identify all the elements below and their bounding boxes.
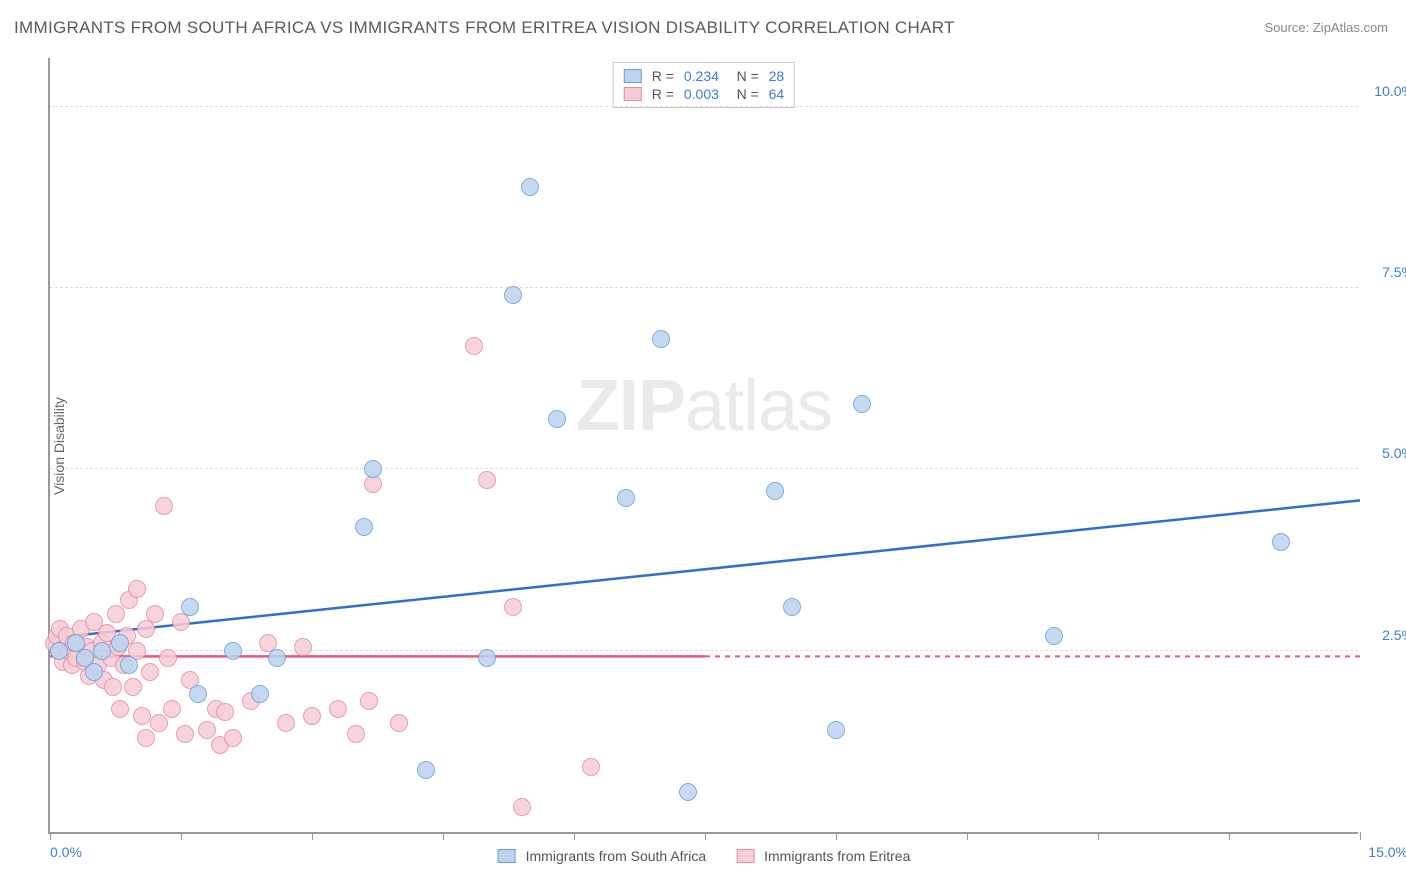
data-point bbox=[111, 700, 129, 718]
data-point bbox=[224, 642, 242, 660]
data-point bbox=[150, 714, 168, 732]
x-tick bbox=[967, 832, 968, 840]
data-point bbox=[390, 714, 408, 732]
data-point bbox=[198, 721, 216, 739]
data-point bbox=[268, 649, 286, 667]
x-tick bbox=[181, 832, 182, 840]
data-point bbox=[120, 656, 138, 674]
series-legend: Immigrants from South Africa Immigrants f… bbox=[498, 848, 911, 864]
data-point bbox=[104, 678, 122, 696]
x-tick bbox=[50, 832, 51, 840]
data-point bbox=[548, 410, 566, 428]
gridline bbox=[50, 650, 1358, 651]
gridline bbox=[50, 468, 1358, 469]
chart-plot-area: ZIPatlas R = 0.234 N = 28R = 0.003 N = 6… bbox=[48, 58, 1358, 834]
chart-title: IMMIGRANTS FROM SOUTH AFRICA VS IMMIGRAN… bbox=[14, 18, 955, 38]
data-point bbox=[355, 518, 373, 536]
data-point bbox=[504, 286, 522, 304]
legend-stat-row: R = 0.234 N = 28 bbox=[624, 67, 784, 85]
x-tick bbox=[836, 832, 837, 840]
data-point bbox=[617, 489, 635, 507]
data-point bbox=[128, 580, 146, 598]
trend-lines bbox=[50, 58, 1360, 834]
x-tick bbox=[1098, 832, 1099, 840]
x-tick bbox=[574, 832, 575, 840]
x-tick-label: 15.0% bbox=[1368, 844, 1406, 860]
data-point bbox=[652, 330, 670, 348]
y-tick-label: 7.5% bbox=[1364, 264, 1406, 280]
source-attribution: Source: ZipAtlas.com bbox=[1264, 20, 1388, 35]
data-point bbox=[679, 783, 697, 801]
data-point bbox=[277, 714, 295, 732]
data-point bbox=[181, 598, 199, 616]
data-point bbox=[189, 685, 207, 703]
x-tick bbox=[443, 832, 444, 840]
data-point bbox=[360, 692, 378, 710]
data-point bbox=[107, 605, 125, 623]
legend-stat-row: R = 0.003 N = 64 bbox=[624, 85, 784, 103]
data-point bbox=[176, 725, 194, 743]
gridline bbox=[50, 287, 1358, 288]
data-point bbox=[251, 685, 269, 703]
data-point bbox=[513, 798, 531, 816]
data-point bbox=[1045, 627, 1063, 645]
data-point bbox=[504, 598, 522, 616]
x-tick-label: 0.0% bbox=[50, 844, 82, 860]
data-point bbox=[766, 482, 784, 500]
data-point bbox=[478, 471, 496, 489]
legend-series-item: Immigrants from South Africa bbox=[498, 848, 707, 864]
data-point bbox=[347, 725, 365, 743]
data-point bbox=[159, 649, 177, 667]
data-point bbox=[146, 605, 164, 623]
x-tick bbox=[312, 832, 313, 840]
data-point bbox=[124, 678, 142, 696]
data-point bbox=[1272, 533, 1290, 551]
data-point bbox=[163, 700, 181, 718]
data-point bbox=[827, 721, 845, 739]
data-point bbox=[85, 663, 103, 681]
data-point bbox=[521, 178, 539, 196]
data-point bbox=[93, 642, 111, 660]
gridline bbox=[50, 106, 1358, 107]
data-point bbox=[303, 707, 321, 725]
data-point bbox=[155, 497, 173, 515]
data-point bbox=[294, 638, 312, 656]
y-tick-label: 2.5% bbox=[1364, 627, 1406, 643]
data-point bbox=[216, 703, 234, 721]
data-point bbox=[465, 337, 483, 355]
data-point bbox=[329, 700, 347, 718]
data-point bbox=[582, 758, 600, 776]
data-point bbox=[137, 729, 155, 747]
data-point bbox=[417, 761, 435, 779]
x-tick bbox=[705, 832, 706, 840]
y-tick-label: 5.0% bbox=[1364, 445, 1406, 461]
data-point bbox=[133, 707, 151, 725]
data-point bbox=[141, 663, 159, 681]
x-tick bbox=[1360, 832, 1361, 840]
x-tick bbox=[1229, 832, 1230, 840]
watermark-text: ZIPatlas bbox=[576, 365, 832, 447]
data-point bbox=[111, 634, 129, 652]
correlation-legend: R = 0.234 N = 28R = 0.003 N = 64 bbox=[613, 62, 795, 108]
data-point bbox=[783, 598, 801, 616]
data-point bbox=[364, 460, 382, 478]
data-point bbox=[853, 395, 871, 413]
data-point bbox=[478, 649, 496, 667]
legend-series-item: Immigrants from Eritrea bbox=[736, 848, 910, 864]
data-point bbox=[50, 642, 68, 660]
y-tick-label: 10.0% bbox=[1364, 83, 1406, 99]
data-point bbox=[224, 729, 242, 747]
